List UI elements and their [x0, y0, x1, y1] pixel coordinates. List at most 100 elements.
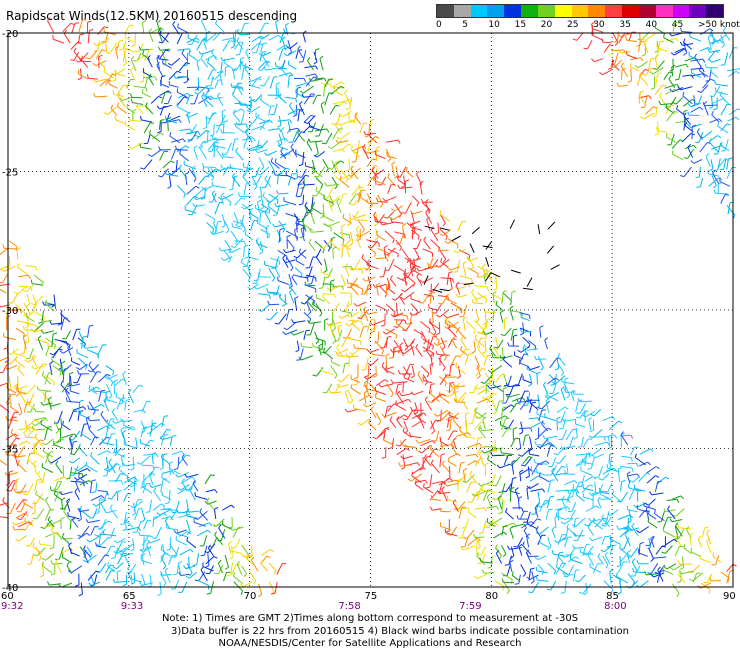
- wind-barb-flag: [659, 92, 663, 97]
- wind-barb-flag: [662, 84, 667, 87]
- wind-barb-flag: [38, 540, 41, 545]
- wind-barb: [296, 340, 300, 350]
- wind-barb: [177, 92, 188, 99]
- wind-barb: [478, 428, 486, 439]
- wind-barb-flag: [61, 532, 65, 538]
- wind-barb: [101, 518, 107, 530]
- wind-barb: [375, 379, 386, 387]
- wind-barb: [226, 142, 232, 155]
- wind-barb-flag: [301, 216, 306, 220]
- wind-barb: [256, 140, 260, 150]
- wind-barb-flag: [481, 569, 485, 574]
- wind-barb: [328, 200, 333, 212]
- wind-barb-flag: [160, 119, 165, 121]
- wind-barb: [720, 194, 726, 204]
- wind-barb-flag: [260, 35, 265, 39]
- wind-barb: [9, 309, 19, 312]
- wind-barb: [383, 247, 387, 259]
- wind-barb: [169, 135, 181, 144]
- wind-barb-flag: [722, 27, 727, 31]
- wind-barb-flag: [107, 450, 112, 454]
- wind-barb: [274, 223, 287, 228]
- wind-barb-flag: [588, 453, 591, 458]
- wind-barb-flag: [345, 178, 349, 183]
- wind-barb-flag: [256, 219, 259, 224]
- wind-barb: [424, 399, 433, 411]
- wind-barb-flag: [713, 189, 716, 194]
- wind-barb: [311, 230, 324, 233]
- wind-barb: [167, 118, 169, 132]
- wind-barb: [380, 383, 394, 388]
- wind-barb: [133, 409, 144, 413]
- wind-barb-flag: [272, 214, 278, 216]
- wind-barb: [626, 39, 638, 42]
- wind-barb: [719, 94, 730, 105]
- wind-barb-flag: [675, 522, 679, 527]
- wind-barb: [529, 483, 539, 490]
- wind-barb: [555, 375, 566, 385]
- wind-barb: [186, 519, 191, 533]
- wind-barb-flag: [713, 108, 718, 111]
- wind-barb: [305, 76, 314, 87]
- wind-barb-flag: [479, 489, 484, 492]
- wind-barb: [465, 420, 468, 433]
- wind-barb: [222, 166, 229, 176]
- wind-barb: [547, 391, 560, 399]
- wind-barb-flag: [407, 375, 411, 380]
- wind-barb: [462, 318, 466, 331]
- wind-barb-flag: [419, 413, 423, 418]
- wind-barb-flag: [455, 505, 459, 510]
- wind-barb-flag: [335, 139, 339, 144]
- wind-barb-flag: [521, 507, 524, 512]
- wind-barb-flag: [250, 98, 255, 101]
- wind-barb-flag: [413, 408, 417, 413]
- wind-barb-flag: [410, 375, 415, 379]
- wind-barb: [418, 267, 432, 272]
- wind-barb: [484, 339, 487, 352]
- wind-barb-flag: [649, 491, 653, 496]
- wind-barb: [429, 419, 437, 430]
- wind-barb: [365, 276, 376, 282]
- wind-barb-flag: [529, 315, 531, 320]
- wind-barb: [350, 387, 361, 395]
- wind-barb-flag: [650, 67, 655, 70]
- wind-barb: [49, 583, 61, 586]
- wind-barb-flag: [90, 452, 93, 457]
- wind-barb: [529, 574, 539, 580]
- wind-barb: [286, 50, 297, 57]
- wind-barb-flag: [158, 146, 161, 151]
- wind-barb-flag: [397, 370, 401, 375]
- wind-barb: [212, 32, 221, 41]
- wind-barb-flag: [367, 287, 372, 291]
- wind-barb: [164, 508, 178, 511]
- wind-barb-flag: [350, 293, 353, 298]
- wind-barb: [188, 480, 197, 491]
- wind-barb: [668, 78, 676, 89]
- wind-barb: [566, 391, 576, 393]
- wind-barb-flag: [218, 196, 222, 201]
- wind-barb: [160, 553, 165, 563]
- wind-barb-flag: [457, 326, 461, 331]
- wind-barb: [308, 266, 313, 278]
- wind-barb: [155, 526, 162, 539]
- wind-barb: [411, 365, 415, 376]
- wind-barb: [258, 60, 267, 69]
- wind-barb-flag: [334, 185, 338, 190]
- wind-barb-flag: [322, 391, 327, 394]
- wind-barb: [295, 220, 298, 233]
- wind-barb-flag: [702, 58, 706, 63]
- wind-barb-flag: [391, 298, 396, 301]
- wind-barb-flag: [293, 177, 298, 181]
- wind-barb: [207, 69, 214, 81]
- wind-barb-flag: [226, 574, 231, 577]
- wind-barb-flag: [459, 315, 464, 318]
- wind-barb: [420, 365, 430, 374]
- wind-barb: [726, 564, 734, 572]
- wind-barb-flag: [82, 406, 87, 411]
- wind-barb-flag: [412, 226, 417, 229]
- wind-barb-flag: [228, 541, 232, 545]
- wind-barb: [315, 190, 325, 197]
- wind-barb: [341, 143, 349, 151]
- wind-barb: [684, 144, 694, 150]
- wind-barb: [23, 303, 31, 315]
